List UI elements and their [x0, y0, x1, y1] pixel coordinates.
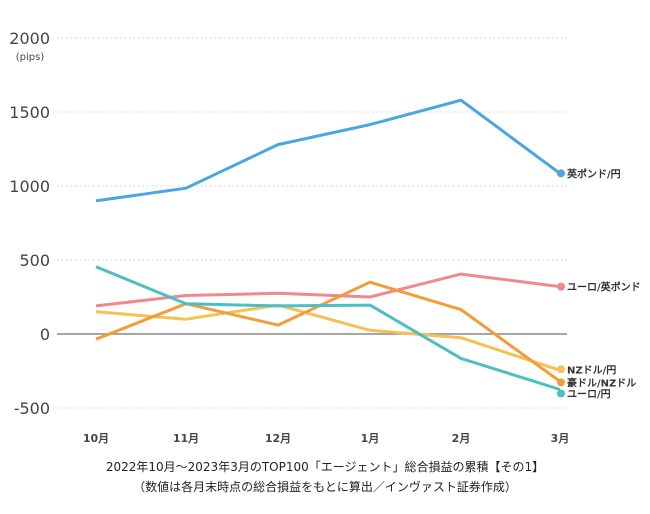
series-label: ユーロ/円	[567, 389, 611, 401]
y-tick-label: 1500	[9, 103, 50, 122]
series-line	[95, 303, 561, 372]
x-tick-label: 10月	[83, 432, 109, 445]
series-label: 英ポンド/円	[566, 167, 621, 180]
y-tick-label: 2000	[9, 29, 50, 48]
x-tick-label: 1月	[361, 432, 380, 445]
series-marker	[557, 365, 565, 374]
y-tick-label: 500	[19, 251, 50, 270]
y-tick-label: -500	[14, 399, 50, 418]
chart-subtitle: （数値は各月末時点の総合損益をもとに算出／インヴァスト証券作成）	[133, 480, 517, 494]
series-line	[95, 280, 561, 383]
series-marker	[557, 169, 565, 178]
series-marker	[557, 389, 565, 398]
series-label: NZドル/円	[567, 364, 616, 376]
y-tick-label: 0	[40, 325, 50, 344]
x-tick-label: 11月	[173, 432, 199, 445]
chart-title: 2022年10月～2023年3月のTOP100「エージェント」総合損益の累積【そ…	[105, 460, 545, 474]
series-marker	[557, 282, 565, 291]
series-label: 豪ドル/NZドル	[567, 376, 636, 389]
y-tick-label: 1000	[9, 177, 50, 196]
series-line	[95, 265, 561, 391]
series-line	[95, 98, 561, 203]
series-label: ユーロ/英ポンド	[567, 281, 641, 294]
x-tick-label: 12月	[265, 432, 291, 445]
x-tick-label: 3月	[551, 432, 570, 445]
x-tick-label: 2月	[452, 432, 471, 445]
y-axis-unit: (pips)	[16, 52, 45, 63]
line-chart: 2000 1500 1000 500 0 -500 (pips) 10月 11月 12月 1月 2月 3…	[9, 29, 641, 445]
series-marker	[557, 378, 565, 387]
